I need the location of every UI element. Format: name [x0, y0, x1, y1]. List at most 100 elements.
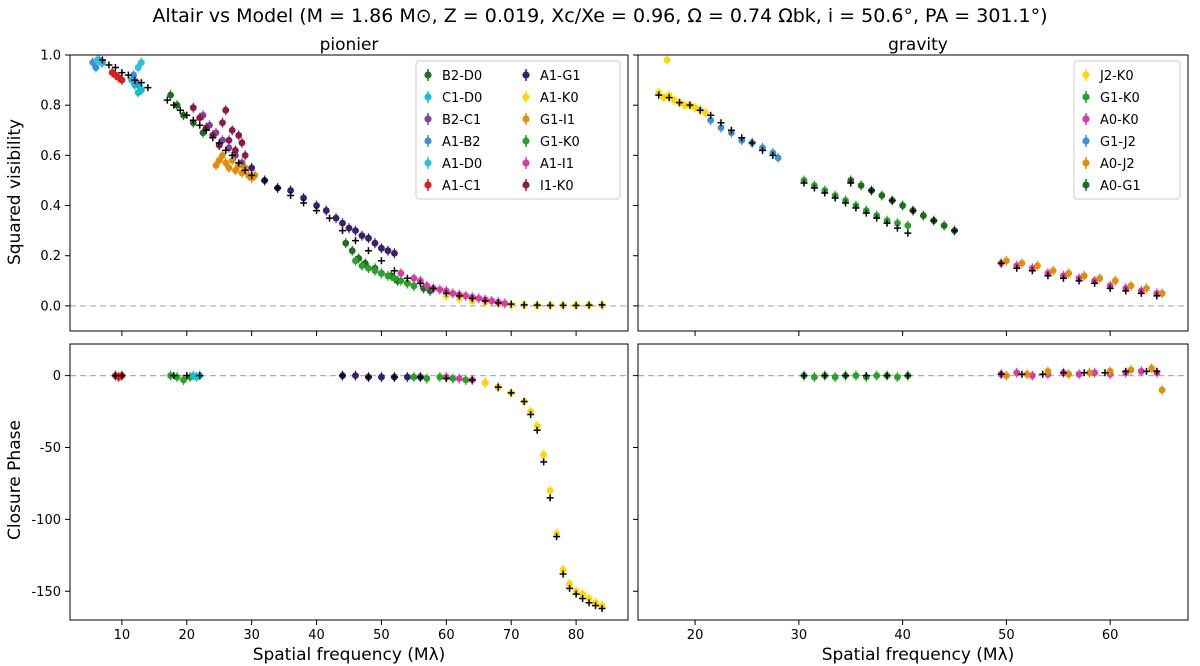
legend-marker — [522, 93, 530, 101]
data-point — [358, 232, 366, 240]
data-point — [313, 202, 320, 209]
data-point — [180, 376, 187, 384]
model-point — [527, 410, 535, 418]
data-point — [423, 375, 431, 382]
legend-label: A1-D0 — [442, 157, 482, 172]
data-point — [681, 101, 689, 109]
model-point — [1153, 292, 1161, 300]
x-tick-label: 20 — [687, 628, 704, 643]
legend: B2-D0 C1-D0 B2-C1 A1-B2 A1-D0 A1-C1 A1-G1 A1-K0… — [415, 60, 621, 200]
legend-label: A1-K0 — [540, 91, 579, 106]
data-point — [134, 64, 142, 71]
data-point — [232, 146, 239, 154]
model-point — [287, 192, 295, 200]
data-point — [475, 294, 483, 302]
data-point — [566, 580, 574, 588]
model-point — [1080, 369, 1088, 377]
model-point — [248, 171, 256, 179]
data-point — [222, 106, 230, 114]
model-point — [1122, 287, 1130, 295]
model-point — [222, 146, 230, 154]
data-point — [378, 269, 385, 277]
legend-label: B2-C1 — [442, 113, 481, 128]
data-point — [322, 207, 330, 214]
model-point — [183, 111, 191, 119]
ylabel-closure-phase: Closure Phase — [5, 420, 25, 540]
legend-marker — [522, 115, 530, 123]
data-point — [215, 156, 223, 164]
data-point — [1111, 277, 1119, 285]
model-point — [202, 126, 210, 134]
data-point — [717, 124, 725, 132]
model-point — [196, 372, 204, 380]
data-point — [219, 151, 226, 159]
model-point — [655, 91, 663, 99]
model-point — [546, 301, 554, 309]
model-point — [888, 197, 896, 205]
model-point — [585, 599, 593, 607]
x-tick-label: 60 — [1102, 628, 1119, 643]
model-point — [800, 179, 808, 187]
legend-label: A1-C1 — [442, 179, 481, 194]
model-point — [951, 227, 959, 235]
model-point — [494, 383, 502, 391]
model-markers — [98, 56, 606, 309]
data-point — [238, 139, 246, 147]
model-point — [842, 372, 850, 380]
model-point — [1106, 284, 1114, 292]
data-point — [137, 86, 145, 94]
model-point — [183, 372, 191, 380]
data-point — [225, 164, 233, 172]
data-point — [1075, 370, 1083, 378]
model-point — [546, 494, 554, 502]
model-point — [520, 301, 528, 309]
data-point — [1002, 257, 1010, 265]
data-point — [189, 104, 197, 112]
y-tick-label: 0 — [53, 369, 61, 384]
model-point — [429, 284, 437, 292]
model-point — [468, 294, 476, 302]
model-point — [598, 605, 606, 612]
series-b2-d0-cp — [167, 370, 194, 385]
model-point — [686, 101, 694, 109]
model-point — [416, 279, 424, 287]
legend-marker — [1082, 93, 1090, 101]
data-point — [1018, 259, 1026, 267]
model-point — [665, 94, 673, 102]
legend-marker — [424, 71, 432, 79]
model-point — [930, 217, 938, 225]
model-point — [261, 176, 269, 184]
model-point — [842, 199, 850, 207]
model-point — [241, 166, 249, 174]
model-point — [507, 300, 515, 308]
legend-label: A0-G1 — [1100, 179, 1141, 194]
panel-title-gravity: gravity — [888, 35, 948, 55]
x-tick-label: 20 — [179, 628, 196, 643]
data-point — [410, 282, 418, 290]
model-point — [1137, 289, 1145, 297]
data-point — [137, 59, 145, 66]
model-point — [592, 602, 600, 610]
data-point — [365, 264, 372, 272]
series-b2-d0 — [167, 90, 434, 296]
x-tick-label: 30 — [243, 628, 260, 643]
legend-marker — [1082, 115, 1090, 123]
data-point — [540, 451, 548, 459]
legend-marker — [522, 137, 530, 145]
model-point — [540, 458, 548, 466]
series-g1-k0-cp — [800, 370, 912, 383]
model-point — [1059, 274, 1067, 282]
data-point — [501, 300, 509, 307]
model-point — [1101, 369, 1109, 377]
data-point — [403, 279, 411, 287]
data-point — [774, 154, 782, 162]
data-point — [173, 373, 181, 381]
data-point — [248, 164, 256, 172]
model-point — [105, 61, 113, 69]
data-point — [384, 272, 392, 280]
legend-label: G1-I1 — [540, 113, 575, 128]
data-point — [391, 274, 398, 282]
legend-label: A1-G1 — [540, 69, 581, 84]
model-point — [235, 159, 243, 167]
data-point — [1065, 269, 1073, 277]
